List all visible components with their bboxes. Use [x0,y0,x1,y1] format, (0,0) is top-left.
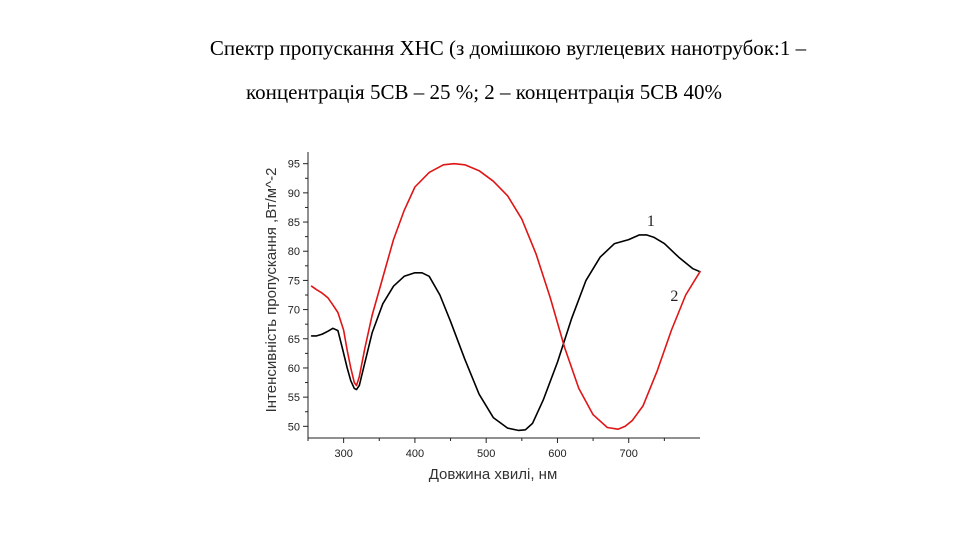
x-axis-label: Довжина хвилі, нм [429,466,558,483]
series-annotation-2: 2 [670,288,678,305]
y-tick-label: 75 [288,275,300,287]
x-tick-label: 500 [477,448,495,460]
y-tick-label: 65 [288,334,300,346]
y-tick-label: 90 [288,188,300,200]
y-tick-label: 50 [288,421,300,433]
chart-annotations: 12 [647,213,679,305]
x-tick-label: 600 [548,448,566,460]
y-tick-label: 55 [288,392,300,404]
slide-title-line-2: концентрація 5СВ – 25 %; 2 – концентраці… [246,80,722,104]
y-tick-label: 95 [288,159,300,171]
y-tick-label: 80 [288,246,300,258]
series-line-1 [310,234,701,432]
series-annotation-1: 1 [647,213,655,230]
y-tick-label: 60 [288,363,300,375]
x-tick-label: 400 [406,448,424,460]
y-tick-label: 70 [288,305,300,317]
y-tick-label: 85 [288,217,300,229]
chart-ticks: 300 400 500 600 700 50 55 60 65 70 75 80 85 90 95 [288,159,665,460]
chart-series [310,162,701,432]
x-tick-label: 300 [334,448,352,460]
chart-axes [307,152,700,439]
slide-title-line-1: Спектр пропускання ХНС (з домішкою вугле… [209,36,807,60]
y-axis-label: Інтенсивність пропускання ,Вт/м^-2 [263,168,280,413]
series-line-2 [310,162,701,431]
x-tick-label: 700 [620,448,638,460]
